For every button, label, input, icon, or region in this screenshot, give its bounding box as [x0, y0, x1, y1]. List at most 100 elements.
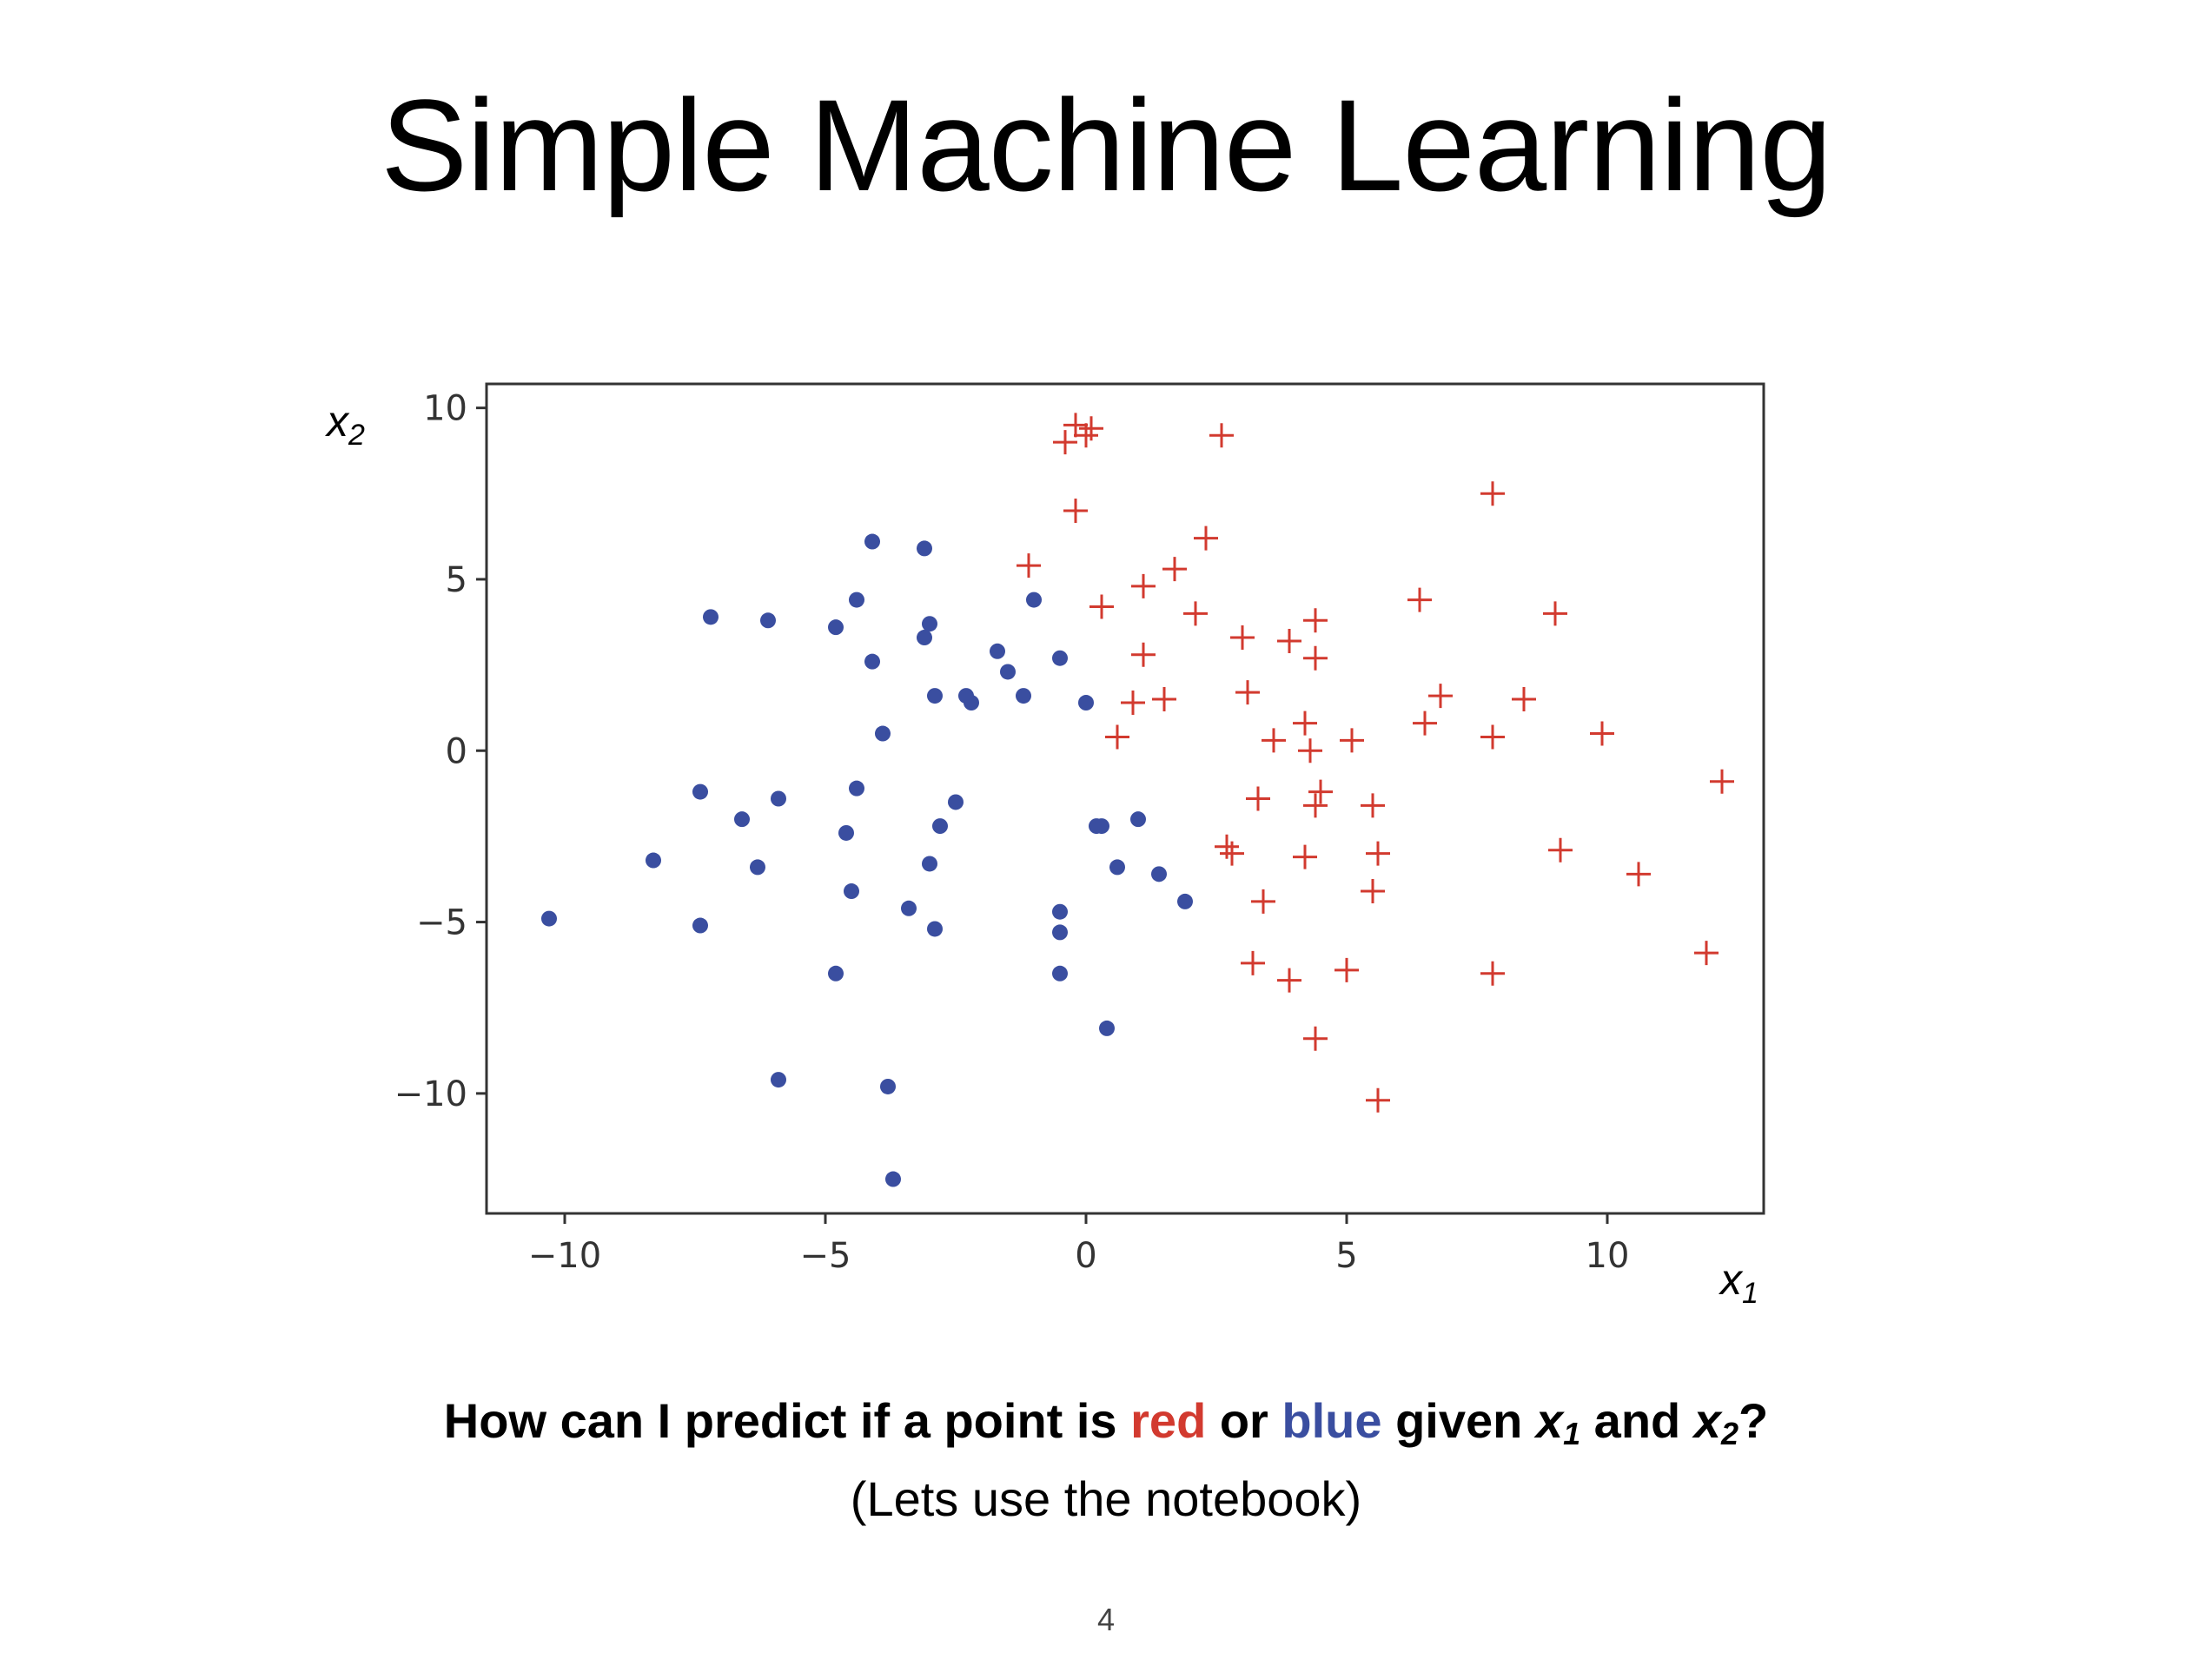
x-tick-label: −5 [800, 1236, 851, 1276]
blue-point [922, 616, 937, 632]
red-point [1194, 525, 1218, 551]
slide-title: Simple Machine Learning [381, 72, 1832, 218]
blue-point [948, 794, 964, 810]
blue-point [1130, 811, 1146, 828]
blue-point [927, 921, 943, 937]
blue-point [1016, 688, 1031, 704]
red-point [1053, 430, 1077, 455]
blue-point [838, 824, 854, 841]
red-point [1277, 968, 1301, 993]
blue-point [1151, 866, 1167, 882]
red-point [1710, 769, 1734, 794]
red-point [1017, 553, 1041, 578]
blue-point [864, 653, 880, 670]
subnote-text: (Lets use the notebook) [850, 1471, 1362, 1526]
plot-frame [485, 382, 1765, 1215]
red-point [1241, 950, 1265, 975]
blue-point [1094, 818, 1109, 835]
question-x2-var: x [1693, 1393, 1721, 1448]
blue-point [932, 818, 948, 835]
blue-point [964, 695, 979, 711]
blue-point [771, 1072, 786, 1088]
blue-point [703, 609, 719, 625]
question-red-word: red [1130, 1393, 1207, 1448]
blue-point [828, 619, 844, 636]
red-point [1361, 793, 1385, 818]
red-point [1480, 961, 1505, 986]
blue-point [880, 1078, 896, 1094]
blue-point [1052, 965, 1068, 982]
x-axis-label: x1 [1719, 1255, 1758, 1310]
question-suffix: ? [1738, 1393, 1769, 1448]
blue-point [760, 612, 776, 629]
y-tick-label: 5 [446, 560, 467, 600]
red-point [1262, 728, 1286, 753]
red-point [1480, 481, 1505, 506]
x-axis-label-sub: 1 [1742, 1277, 1758, 1310]
red-point [1590, 721, 1614, 746]
red-point [1209, 423, 1234, 448]
blue-point [1026, 592, 1042, 608]
blue-point [1109, 859, 1125, 876]
y-tick-label: 10 [423, 389, 467, 429]
blue-point [927, 688, 943, 704]
blue-point [1099, 1020, 1115, 1036]
question-x1-sub: 1 [1563, 1416, 1581, 1451]
x-tick-label: 5 [1335, 1236, 1357, 1276]
blue-point [849, 592, 864, 608]
blue-point [885, 1171, 901, 1187]
blue-point [1052, 903, 1068, 920]
red-point [1235, 680, 1260, 705]
red-point [1694, 941, 1719, 966]
red-point [1063, 499, 1088, 524]
x-axis-label-var: x [1719, 1255, 1744, 1304]
blue-point [1000, 664, 1016, 680]
blue-point [750, 859, 765, 876]
red-point [1303, 1026, 1328, 1051]
red-point [1063, 413, 1088, 438]
blue-point [922, 856, 937, 872]
blue-point [828, 965, 844, 982]
blue-point [734, 811, 750, 828]
red-point [1413, 711, 1437, 736]
data-points [541, 413, 1734, 1187]
red-point [1089, 594, 1114, 619]
blue-point [1078, 695, 1094, 711]
blue-point [901, 900, 917, 916]
red-point [1293, 844, 1317, 869]
blue-point [1052, 650, 1068, 666]
blue-point [875, 725, 891, 742]
y-tick-label: −10 [394, 1074, 467, 1114]
red-point [1298, 738, 1322, 763]
red-point [1121, 691, 1145, 716]
blue-point [646, 852, 661, 869]
y-axis-label: x2 [325, 397, 365, 452]
red-point [1626, 862, 1651, 887]
red-point [1183, 601, 1208, 626]
red-point [1428, 684, 1453, 709]
red-point [1480, 724, 1505, 750]
red-point [1079, 416, 1103, 441]
blue-point [541, 910, 557, 927]
red-point [1246, 786, 1270, 811]
y-axis-label-var: x [325, 397, 350, 446]
red-point [1366, 841, 1390, 866]
red-point [1251, 889, 1275, 914]
red-point [1230, 625, 1255, 651]
red-point [1277, 628, 1301, 653]
blue-point [844, 883, 859, 900]
red-point [1303, 608, 1328, 633]
y-axis-label-sub: 2 [348, 419, 365, 452]
x-tick-label: 0 [1075, 1236, 1096, 1276]
red-point [1361, 879, 1385, 904]
red-point [1131, 642, 1156, 667]
red-point [1131, 573, 1156, 598]
question-text: How can I predict if a point is red or b… [0, 1397, 2212, 1450]
blue-point [864, 533, 880, 550]
blue-point [990, 643, 1005, 659]
y-tick-label: 0 [446, 731, 467, 771]
x-axis-ticks: −10 −5 0 5 10 [528, 1213, 1629, 1276]
red-point [1105, 724, 1129, 750]
question-x1-var: x [1535, 1393, 1564, 1448]
